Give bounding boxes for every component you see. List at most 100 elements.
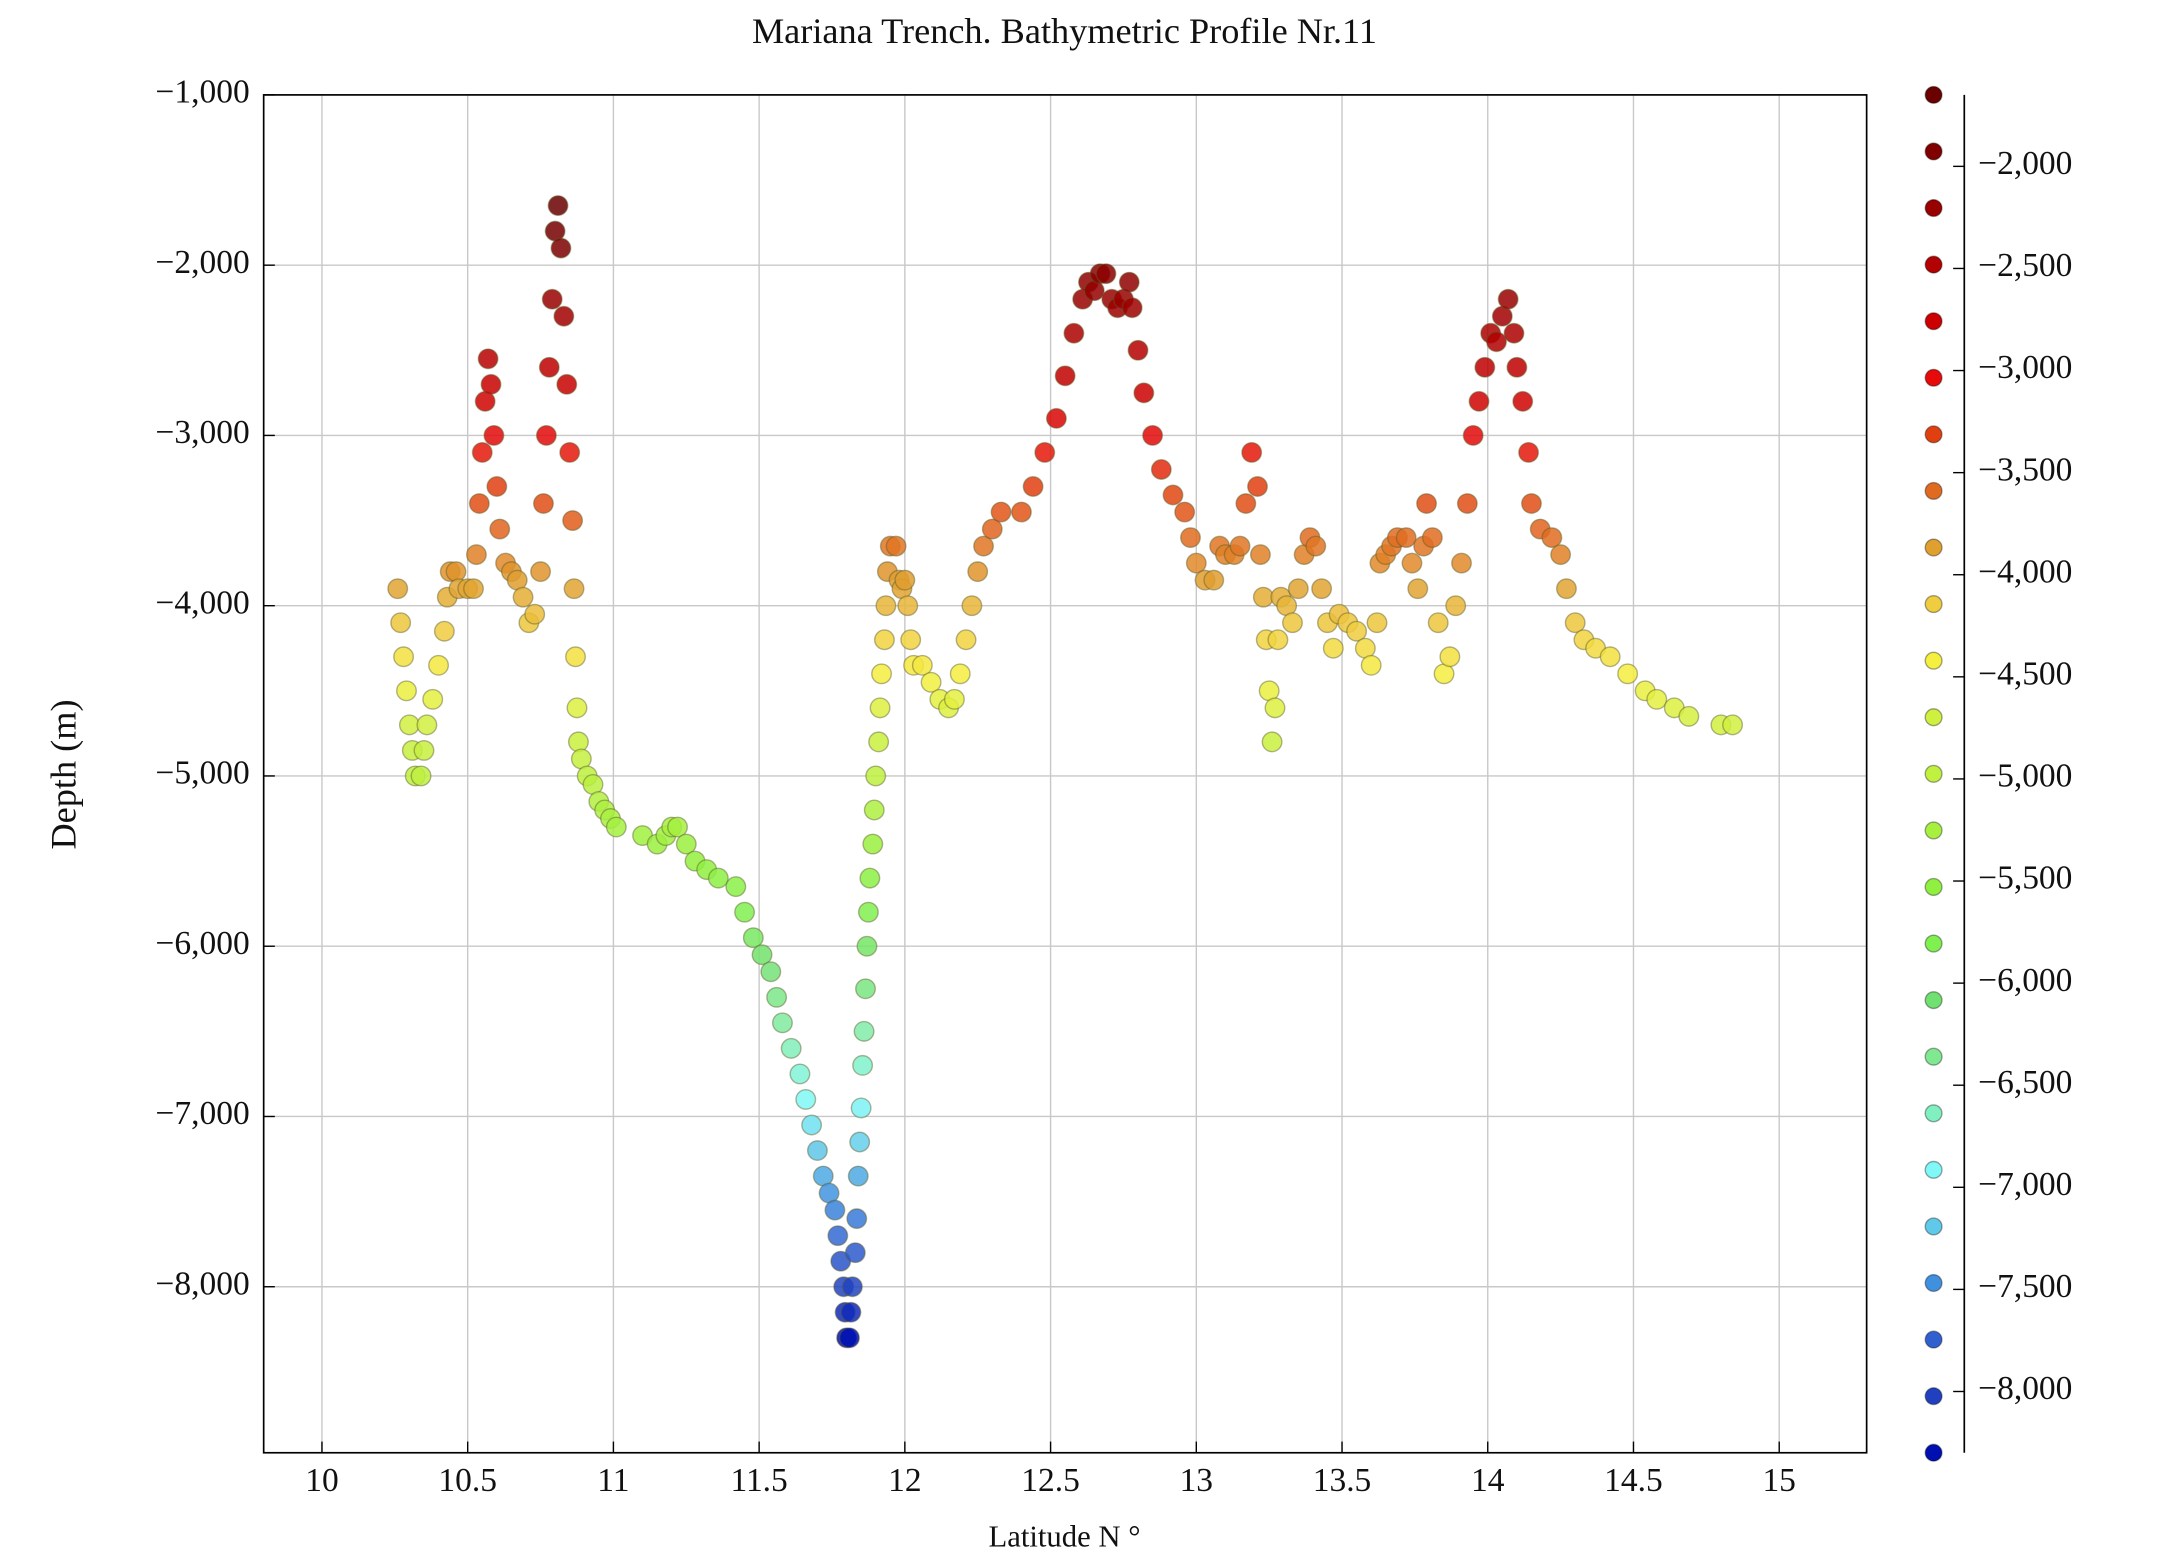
colorbar-swatch — [1924, 368, 1943, 387]
colorbar-swatch — [1924, 85, 1943, 104]
data-point — [410, 765, 432, 787]
data-point — [853, 1020, 875, 1042]
data-point — [1564, 612, 1586, 634]
data-point — [1127, 339, 1149, 361]
data-point — [840, 1301, 862, 1323]
data-point — [1451, 552, 1472, 574]
data-point — [396, 680, 417, 702]
data-point — [806, 1140, 828, 1162]
data-point — [632, 825, 654, 847]
data-point — [771, 1012, 793, 1034]
data-point — [524, 603, 546, 625]
data-point — [857, 901, 879, 923]
data-point — [943, 688, 965, 710]
data-point — [463, 578, 484, 600]
data-point — [445, 561, 467, 583]
x-tick-label: 13 — [1180, 1462, 1213, 1499]
x-tick-label: 15 — [1762, 1462, 1795, 1499]
data-point — [839, 1327, 860, 1349]
data-point — [541, 288, 563, 310]
data-point — [1395, 527, 1417, 549]
data-point — [852, 1054, 874, 1076]
data-point — [789, 1063, 811, 1085]
data-point — [1118, 271, 1140, 293]
data-point — [566, 697, 588, 719]
data-point — [742, 927, 764, 949]
data-point — [550, 237, 572, 259]
data-point — [1617, 663, 1639, 685]
data-point — [955, 629, 977, 651]
colorbar-swatch — [1924, 1217, 1943, 1236]
data-point — [961, 595, 983, 617]
x-tick-label: 13.5 — [1313, 1462, 1372, 1499]
y-tick-label: −5,000 — [156, 755, 250, 792]
colorbar-swatch — [1924, 1104, 1943, 1123]
data-point — [532, 493, 554, 514]
data-point — [1185, 552, 1207, 574]
data-point — [1235, 493, 1257, 514]
data-point — [967, 561, 989, 583]
colorbar-tick-label: −4,500 — [1978, 656, 2072, 693]
data-point — [547, 195, 569, 217]
colorbar-swatch — [1924, 1160, 1943, 1179]
data-point — [1512, 390, 1534, 412]
data-point — [1322, 637, 1344, 659]
data-point — [1521, 493, 1542, 514]
data-point — [465, 544, 487, 566]
data-point — [725, 876, 747, 898]
data-point — [413, 739, 435, 761]
x-tick-label: 12 — [888, 1462, 921, 1499]
y-tick-label: −7,000 — [156, 1095, 250, 1132]
data-point — [398, 714, 420, 736]
data-point — [871, 663, 893, 685]
colorbar-tick-label: −7,000 — [1978, 1166, 2072, 1203]
data-point — [1445, 595, 1467, 617]
data-point — [920, 671, 942, 693]
colorbar-swatch — [1924, 595, 1943, 614]
data-point — [850, 1097, 872, 1119]
colorbar-swatch — [1924, 934, 1943, 953]
data-point — [865, 765, 887, 787]
data-point — [863, 799, 885, 821]
data-point — [605, 816, 627, 838]
data-point — [760, 961, 782, 983]
data-point — [1497, 288, 1519, 310]
data-point — [562, 510, 584, 532]
data-point — [1401, 552, 1423, 574]
data-point — [1180, 527, 1201, 549]
data-point — [1162, 484, 1184, 506]
data-point — [1133, 382, 1155, 404]
colorbar-tick-label: −3,500 — [1978, 451, 2072, 488]
data-point — [1287, 578, 1309, 600]
data-point — [900, 629, 922, 651]
colorbar-swatch — [1924, 1330, 1943, 1349]
data-point — [780, 1037, 802, 1059]
y-tick-label: −6,000 — [156, 925, 250, 962]
data-point — [869, 697, 891, 719]
data-point — [859, 867, 881, 889]
colorbar-swatch — [1924, 198, 1943, 218]
data-point — [1095, 263, 1117, 285]
data-point — [846, 1208, 868, 1230]
data-point — [1439, 646, 1461, 668]
data-point — [801, 1114, 823, 1136]
data-point — [824, 1199, 846, 1221]
x-tick-label: 11 — [597, 1462, 629, 1499]
colorbar-swatch — [1924, 651, 1943, 670]
data-point — [553, 305, 575, 327]
colorbar-swatch — [1924, 1443, 1943, 1462]
x-tick-label: 10 — [305, 1462, 338, 1499]
data-point — [973, 535, 995, 557]
y-tick-label: −2,000 — [156, 244, 250, 281]
colorbar-tick-label: −7,500 — [1978, 1268, 2072, 1305]
data-point — [873, 629, 895, 651]
data-point — [530, 561, 552, 583]
data-point — [734, 901, 756, 923]
data-point — [841, 1276, 863, 1298]
colorbar-swatch — [1924, 877, 1943, 897]
colorbar-swatch — [1924, 991, 1943, 1010]
colorbar-tick-label: −4,000 — [1978, 553, 2072, 590]
data-point — [489, 518, 511, 540]
data-point — [1261, 731, 1283, 753]
